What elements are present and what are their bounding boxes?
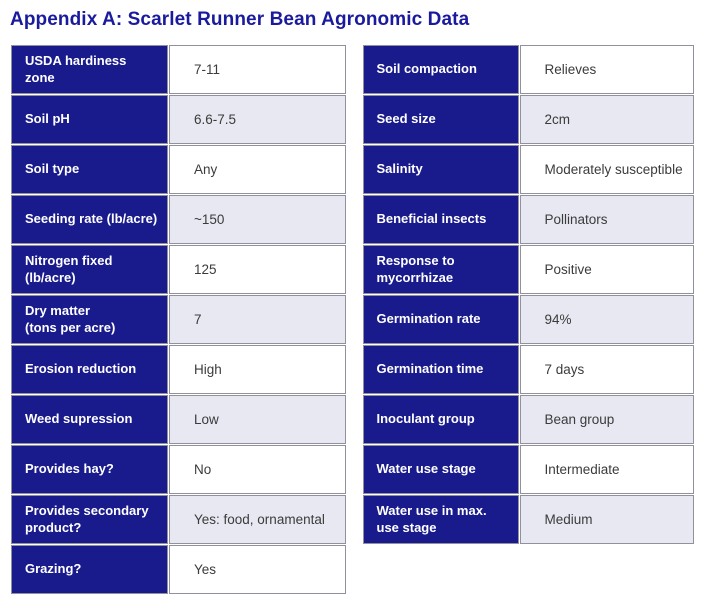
row-value: Relieves	[519, 45, 694, 94]
row-label: Grazing?	[11, 545, 168, 594]
table-row: Salinity Moderately susceptible	[362, 145, 694, 194]
table-row: Water use in max. use stage Medium	[362, 495, 694, 544]
table-row: Water use stage Intermediate	[362, 445, 694, 494]
table-row: Germination time 7 days	[362, 345, 694, 394]
row-value: 94%	[519, 295, 694, 344]
row-value: 125	[169, 245, 346, 294]
agronomic-table-left: USDA hardiness zone 7-11 Soil pH 6.6-7.5 Soi…	[10, 44, 347, 595]
row-label: Salinity	[362, 145, 519, 194]
row-label: Soil pH	[11, 95, 168, 144]
row-value: 7 days	[519, 345, 694, 394]
table-row: Seeding rate (lb/acre) ~150	[11, 195, 346, 244]
table-row: Grazing? Yes	[11, 545, 346, 594]
row-value: Bean group	[519, 395, 694, 444]
row-label: Nitrogen fixed (lb/acre)	[11, 245, 168, 294]
row-value: Yes: food, ornamental	[169, 495, 346, 544]
row-label: Erosion reduction	[11, 345, 168, 394]
table-row: USDA hardiness zone 7-11	[11, 45, 346, 94]
row-value: Yes	[169, 545, 346, 594]
row-value: High	[169, 345, 346, 394]
row-label: Soil type	[11, 145, 168, 194]
row-label: Water use in max. use stage	[362, 495, 519, 544]
table-row: Provides hay? No	[11, 445, 346, 494]
tables-container: USDA hardiness zone 7-11 Soil pH 6.6-7.5 Soi…	[10, 44, 695, 595]
row-label: Provides hay?	[11, 445, 168, 494]
table-row: Seed size 2cm	[362, 95, 694, 144]
page-title: Appendix A: Scarlet Runner Bean Agronomi…	[10, 9, 470, 30]
row-value: Intermediate	[519, 445, 694, 494]
row-label: USDA hardiness zone	[11, 45, 168, 94]
row-value: Medium	[519, 495, 694, 544]
row-label: Seed size	[362, 95, 519, 144]
row-label: Dry matter (tons per acre)	[11, 295, 168, 344]
table-row: Germination rate 94%	[362, 295, 694, 344]
row-label: Beneficial insects	[362, 195, 519, 244]
table-row: Soil pH 6.6-7.5	[11, 95, 346, 144]
row-value: No	[169, 445, 346, 494]
agronomic-table-right: Soil compaction Relieves Seed size 2cm Salin…	[362, 44, 696, 545]
table-row: Weed supression Low	[11, 395, 346, 444]
row-value: Low	[169, 395, 346, 444]
table-row: Inoculant group Bean group	[362, 395, 694, 444]
table-row: Beneficial insects Pollinators	[362, 195, 694, 244]
table-row: Dry matter (tons per acre) 7	[11, 295, 346, 344]
row-value: Moderately susceptible	[519, 145, 694, 194]
table-row: Nitrogen fixed (lb/acre) 125	[11, 245, 346, 294]
row-value: Any	[169, 145, 346, 194]
row-label: Germination rate	[362, 295, 519, 344]
row-value: Positive	[519, 245, 694, 294]
table-row: Soil compaction Relieves	[362, 45, 694, 94]
row-label: Response to mycorrhizae	[362, 245, 519, 294]
row-label: Provides secondary product?	[11, 495, 168, 544]
row-label: Soil compaction	[362, 45, 519, 94]
row-value: 7-11	[169, 45, 346, 94]
row-value: 7	[169, 295, 346, 344]
row-value: Pollinators	[519, 195, 694, 244]
row-value: 6.6-7.5	[169, 95, 346, 144]
table-row: Soil type Any	[11, 145, 346, 194]
row-value: 2cm	[519, 95, 694, 144]
row-label: Germination time	[362, 345, 519, 394]
row-label: Seeding rate (lb/acre)	[11, 195, 168, 244]
table-row: Response to mycorrhizae Positive	[362, 245, 694, 294]
table-row: Provides secondary product? Yes: food, or…	[11, 495, 346, 544]
row-label: Inoculant group	[362, 395, 519, 444]
row-label: Water use stage	[362, 445, 519, 494]
row-label: Weed supression	[11, 395, 168, 444]
row-value: ~150	[169, 195, 346, 244]
table-row: Erosion reduction High	[11, 345, 346, 394]
